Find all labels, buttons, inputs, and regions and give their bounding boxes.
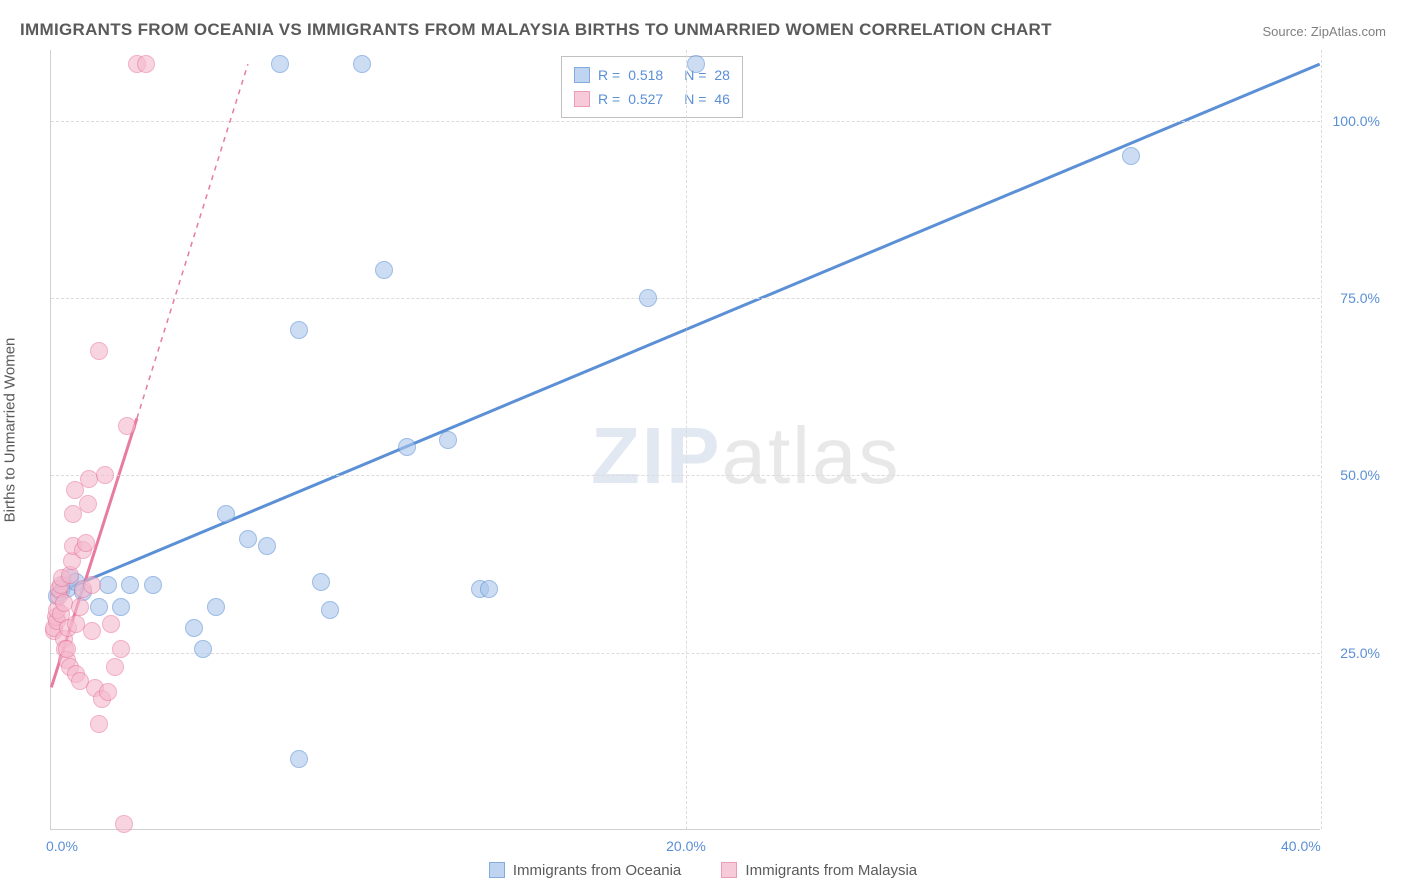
- scatter-point-oceania: [1122, 147, 1140, 165]
- scatter-point-oceania: [258, 537, 276, 555]
- correlation-legend: R = 0.518 N = 28 R = 0.527 N = 46: [561, 56, 743, 118]
- r-label: R =: [598, 67, 620, 83]
- scatter-point-malaysia: [96, 466, 114, 484]
- scatter-point-oceania: [90, 598, 108, 616]
- scatter-point-oceania: [99, 576, 117, 594]
- scatter-point-oceania: [290, 750, 308, 768]
- legend-item-malaysia: Immigrants from Malaysia: [721, 862, 917, 879]
- scatter-point-malaysia: [58, 640, 76, 658]
- chart-plot-area: ZIPatlas R = 0.518 N = 28 R = 0.527 N = …: [50, 50, 1320, 830]
- scatter-point-oceania: [439, 431, 457, 449]
- legend-row-oceania: R = 0.518 N = 28: [574, 63, 730, 87]
- swatch-malaysia-bottom: [721, 862, 737, 878]
- scatter-point-malaysia: [83, 622, 101, 640]
- watermark-zip: ZIP: [591, 411, 721, 500]
- y-tick-label: 50.0%: [1330, 467, 1380, 483]
- scatter-point-oceania: [290, 321, 308, 339]
- scatter-point-oceania: [687, 55, 705, 73]
- scatter-point-oceania: [321, 601, 339, 619]
- scatter-point-oceania: [144, 576, 162, 594]
- y-tick-label: 25.0%: [1330, 645, 1380, 661]
- scatter-point-malaysia: [77, 534, 95, 552]
- x-tick-label: 0.0%: [46, 838, 78, 854]
- scatter-point-malaysia: [106, 658, 124, 676]
- scatter-point-oceania: [121, 576, 139, 594]
- gridline-vertical: [1321, 50, 1322, 829]
- scatter-point-oceania: [194, 640, 212, 658]
- n-value-malaysia: 46: [714, 91, 730, 107]
- watermark: ZIPatlas: [591, 410, 900, 502]
- scatter-point-oceania: [312, 573, 330, 591]
- scatter-point-malaysia: [83, 576, 101, 594]
- scatter-point-oceania: [639, 289, 657, 307]
- y-axis-label: Births to Unmarried Women: [2, 338, 19, 523]
- x-tick-label: 40.0%: [1281, 838, 1321, 854]
- series-legend: Immigrants from Oceania Immigrants from …: [0, 862, 1406, 883]
- scatter-point-malaysia: [115, 815, 133, 833]
- scatter-point-oceania: [353, 55, 371, 73]
- scatter-point-malaysia: [71, 598, 89, 616]
- legend-item-oceania: Immigrants from Oceania: [489, 862, 681, 879]
- y-tick-label: 100.0%: [1330, 113, 1380, 129]
- chart-title: IMMIGRANTS FROM OCEANIA VS IMMIGRANTS FR…: [20, 20, 1052, 40]
- scatter-point-malaysia: [99, 683, 117, 701]
- legend-row-malaysia: R = 0.527 N = 46: [574, 87, 730, 111]
- scatter-point-malaysia: [79, 495, 97, 513]
- scatter-point-oceania: [271, 55, 289, 73]
- scatter-point-malaysia: [102, 615, 120, 633]
- n-value-oceania: 28: [714, 67, 730, 83]
- scatter-point-malaysia: [112, 640, 130, 658]
- trend-line: [137, 64, 248, 418]
- source-label: Source: ZipAtlas.com: [1262, 24, 1386, 39]
- scatter-point-oceania: [375, 261, 393, 279]
- swatch-oceania-bottom: [489, 862, 505, 878]
- scatter-point-oceania: [217, 505, 235, 523]
- legend-label-oceania: Immigrants from Oceania: [513, 862, 681, 879]
- scatter-point-malaysia: [118, 417, 136, 435]
- watermark-atlas: atlas: [721, 411, 900, 500]
- y-tick-label: 75.0%: [1330, 290, 1380, 306]
- scatter-point-malaysia: [90, 342, 108, 360]
- x-tick-label: 20.0%: [666, 838, 706, 854]
- r-value-oceania: 0.518: [628, 67, 676, 83]
- gridline-vertical: [686, 50, 687, 829]
- r-value-malaysia: 0.527: [628, 91, 676, 107]
- scatter-point-oceania: [239, 530, 257, 548]
- scatter-point-oceania: [480, 580, 498, 598]
- legend-label-malaysia: Immigrants from Malaysia: [745, 862, 917, 879]
- scatter-point-malaysia: [90, 715, 108, 733]
- scatter-point-oceania: [398, 438, 416, 456]
- scatter-point-oceania: [112, 598, 130, 616]
- scatter-point-oceania: [207, 598, 225, 616]
- scatter-point-malaysia: [137, 55, 155, 73]
- n-label: N =: [684, 91, 706, 107]
- scatter-point-oceania: [185, 619, 203, 637]
- r-label: R =: [598, 91, 620, 107]
- swatch-malaysia: [574, 91, 590, 107]
- swatch-oceania: [574, 67, 590, 83]
